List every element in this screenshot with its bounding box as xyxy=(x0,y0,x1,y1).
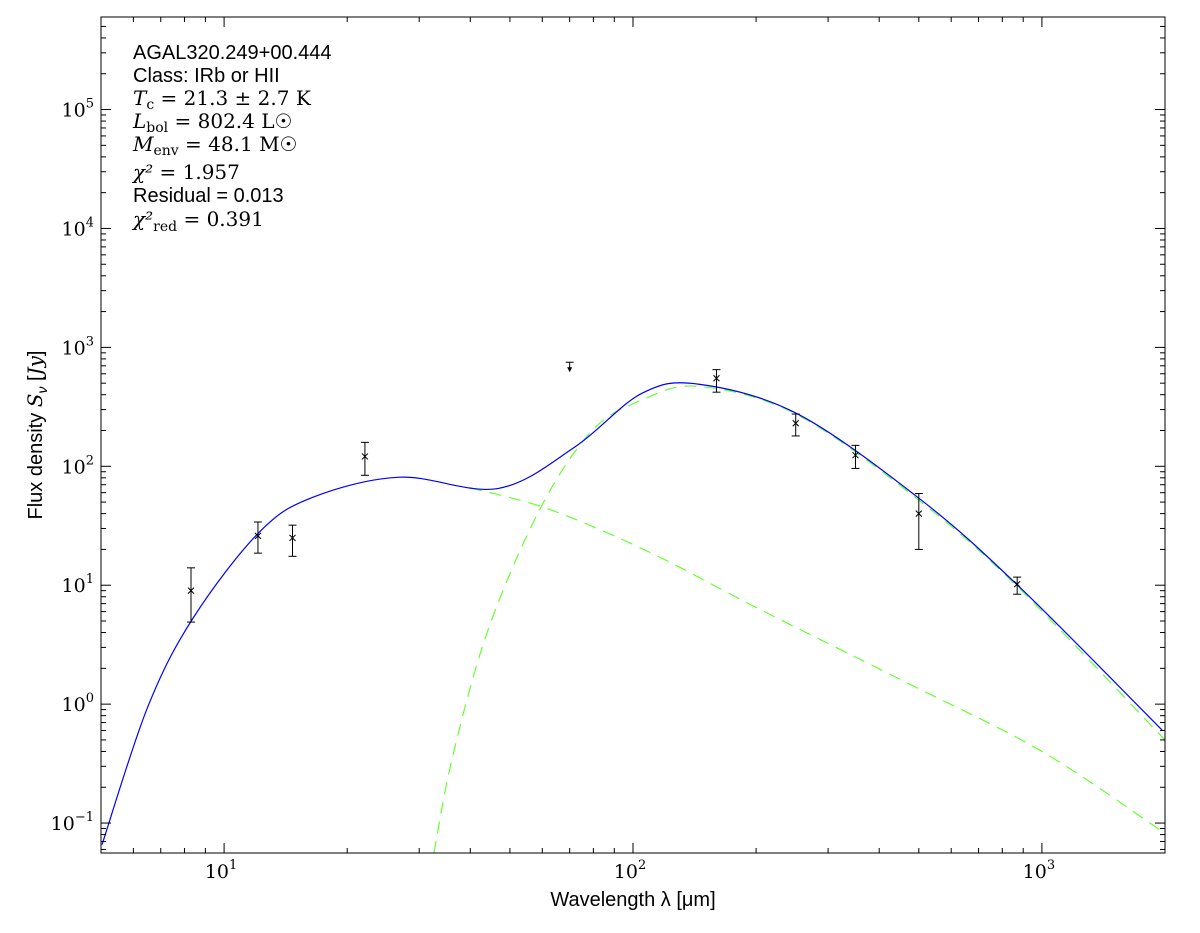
x-tick-label: 103 xyxy=(1023,858,1055,883)
fit-annotations: AGAL320.249+00.444 Class: IRb or HII Tc … xyxy=(131,42,332,235)
tick-exponent: 5 xyxy=(86,97,94,112)
y-tick-label: 10−1 xyxy=(51,810,94,835)
data-point xyxy=(851,444,860,469)
x-marker xyxy=(852,451,859,459)
x-tick-label: 102 xyxy=(614,858,646,883)
series-total-fit xyxy=(101,382,1163,845)
ticks xyxy=(100,16,1166,853)
luminosity: Lbol = 802.4 L☉ xyxy=(132,109,292,136)
x-marker xyxy=(792,419,800,427)
y-tick-label: 105 xyxy=(62,97,94,122)
source-name: AGAL320.249+00.444 xyxy=(133,42,332,64)
residual: Residual = 0.013 xyxy=(133,185,284,207)
temperature: Tc = 21.3 ± 2.7 K xyxy=(133,86,312,113)
data-point xyxy=(360,441,369,476)
y-axis-label: Flux density Sν [Jy] xyxy=(23,351,50,520)
tick-exponent: 0 xyxy=(86,691,94,706)
data-point xyxy=(914,493,923,550)
data-point xyxy=(187,567,196,623)
measurements xyxy=(187,361,1022,623)
reduced-chi-squared: χ²red = 0.391 xyxy=(131,207,264,235)
series-warm-component xyxy=(470,487,1161,831)
x-tick-label: 101 xyxy=(205,858,237,883)
x-marker xyxy=(1013,580,1021,588)
tick-exponent: 1 xyxy=(86,572,94,587)
tick-base: 10 xyxy=(62,575,86,597)
x-axis-label: Wavelength λ [μm] xyxy=(550,889,715,911)
down-arrow-icon xyxy=(567,367,573,373)
chi-squared: χ² = 1.957 xyxy=(131,160,240,184)
data-point xyxy=(253,521,262,554)
tick-base: 10 xyxy=(62,337,86,359)
x-marker xyxy=(289,534,296,542)
y-tick-label: 100 xyxy=(62,691,94,716)
tick-base: 10 xyxy=(614,861,638,883)
data-point xyxy=(1013,576,1022,595)
curves xyxy=(101,382,1165,853)
tick-base: 10 xyxy=(1023,861,1047,883)
y-tick-label: 104 xyxy=(62,215,94,240)
tick-exponent: 1 xyxy=(229,858,237,873)
x-marker xyxy=(187,587,195,595)
data-point xyxy=(791,413,800,437)
y-tick-label: 102 xyxy=(62,453,94,478)
data-point xyxy=(288,524,297,557)
series-cold-component xyxy=(433,385,1165,853)
tick-exponent: 2 xyxy=(86,453,94,468)
tick-base: 10 xyxy=(62,456,86,478)
tick-exponent: 2 xyxy=(638,858,646,873)
x-marker xyxy=(713,374,720,382)
y-tick-label: 103 xyxy=(62,334,94,359)
x-marker xyxy=(361,453,369,460)
tick-base: 10 xyxy=(62,218,86,240)
source-class: Class: IRb or HII xyxy=(133,65,280,87)
data-point xyxy=(712,369,721,393)
tick-exponent: −1 xyxy=(75,810,94,825)
tick-base: 10 xyxy=(51,813,75,835)
x-marker xyxy=(915,510,923,517)
x-marker xyxy=(254,532,262,540)
y-tick-label: 101 xyxy=(62,572,94,597)
tick-base: 10 xyxy=(62,694,86,716)
tick-base: 10 xyxy=(205,861,229,883)
envelope-mass: Menv = 48.1 M☉ xyxy=(132,132,297,159)
tick-exponent: 3 xyxy=(86,334,94,349)
tick-exponent: 3 xyxy=(1047,858,1055,873)
tick-base: 10 xyxy=(62,100,86,122)
upper-limit xyxy=(565,361,574,373)
tick-exponent: 4 xyxy=(86,215,94,230)
